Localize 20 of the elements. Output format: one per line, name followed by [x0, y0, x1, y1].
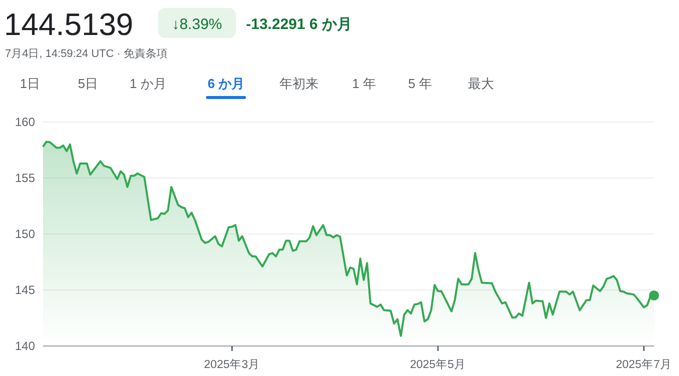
y-tick-label: 145 [14, 283, 36, 297]
y-tick-label: 155 [14, 171, 36, 185]
chart-title: 144.5139 [4, 7, 134, 42]
text: ↓8.39% [172, 16, 222, 33]
x-tick-label: 2025年7月 [616, 358, 672, 371]
text: 最大 [468, 76, 494, 91]
text: 5日 [78, 76, 98, 91]
y-tick-label: 140 [14, 339, 36, 353]
text: 6 か月 [208, 76, 244, 91]
x-tick-label: 2025年3月 [204, 358, 260, 371]
text: 1日 [20, 76, 40, 91]
x-tick-label: 2025年5月 [410, 358, 466, 371]
text: -13.2291 6 か月 [246, 16, 352, 33]
text: 5 年 [408, 76, 432, 91]
y-tick-label: 150 [14, 227, 36, 241]
text: 1 年 [352, 76, 376, 91]
text: 1 か月 [130, 76, 166, 91]
text: 7月4日, 14:59:24 UTC · 免責条項 [5, 47, 168, 60]
text: 年初来 [280, 76, 318, 91]
y-tick-label: 160 [14, 115, 36, 129]
